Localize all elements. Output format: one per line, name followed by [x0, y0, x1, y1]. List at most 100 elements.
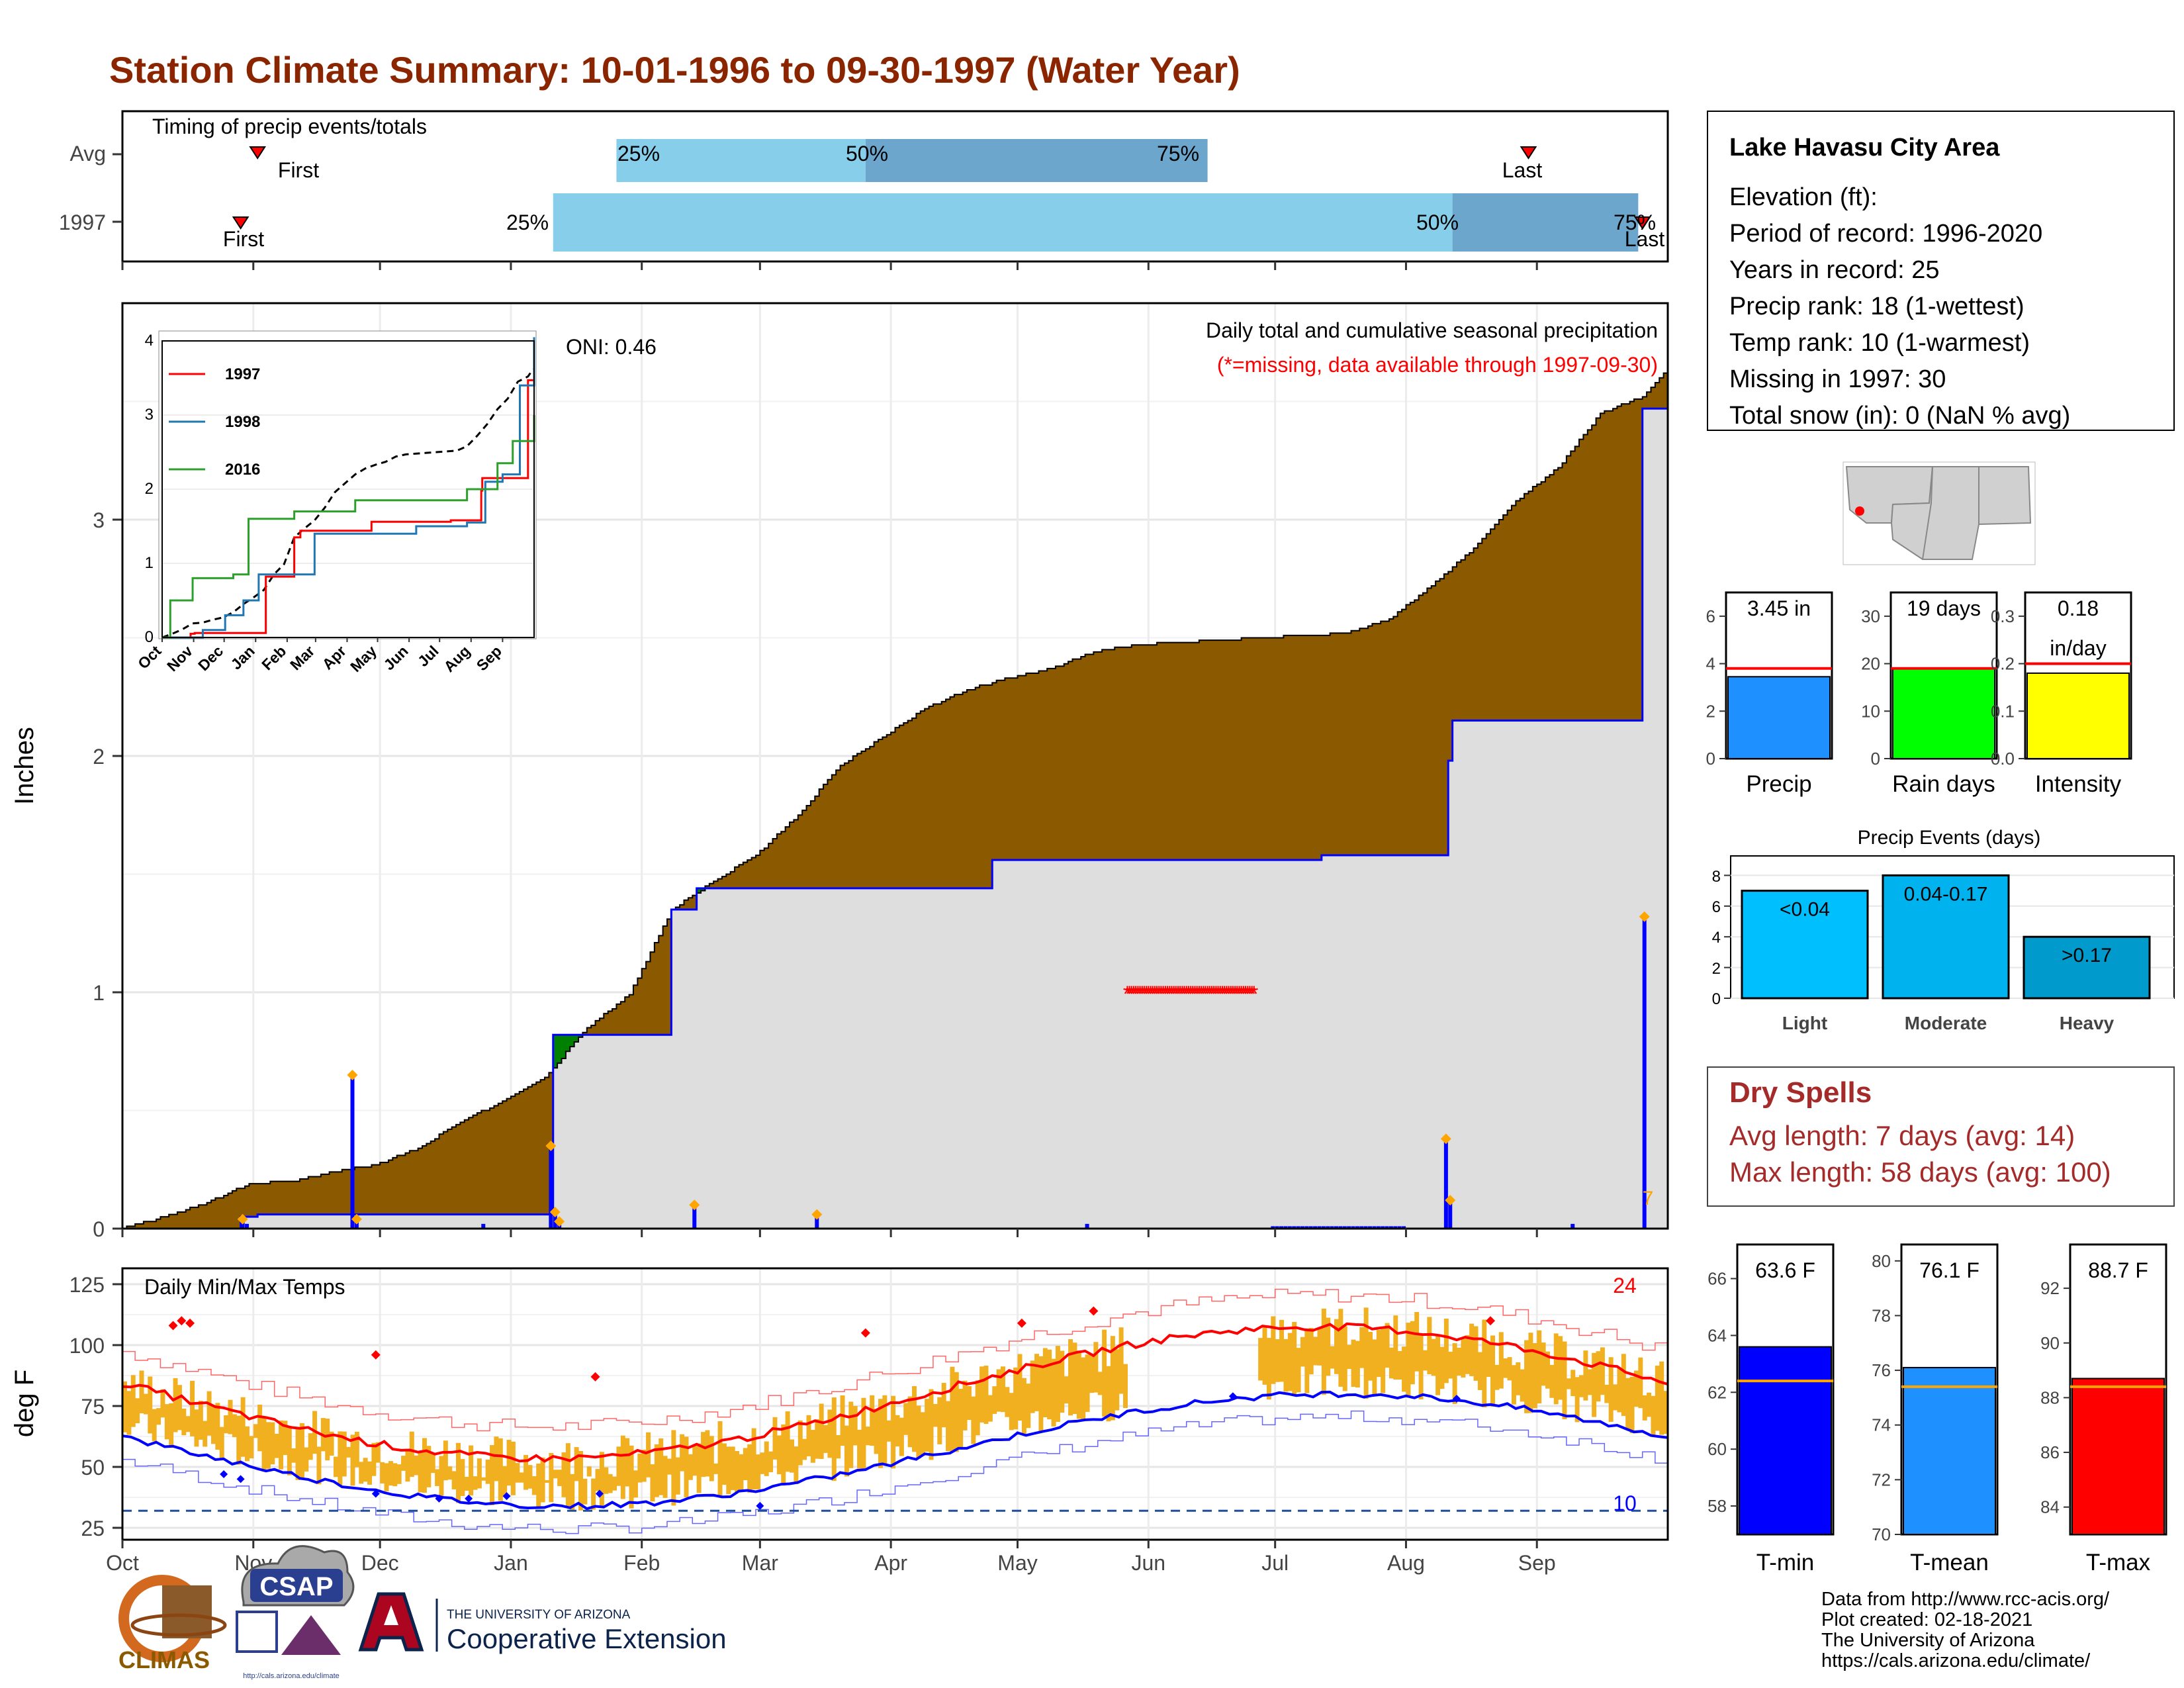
tbar-value-2: 88.7 F [2088, 1258, 2148, 1282]
daily-precip-bar-282 [1313, 1226, 1318, 1229]
mini-value2-2: in/day [2050, 636, 2106, 660]
temp-range-day-286 [1330, 1346, 1335, 1369]
temp-range-day-1 [126, 1391, 132, 1435]
temp-range-day-65 [396, 1464, 402, 1484]
temp-ytick-75: 75 [81, 1395, 105, 1419]
cumulative-diff-day-201 [971, 690, 976, 888]
cumulative-diff-day-11 [169, 1214, 174, 1229]
cumulative-diff-day-358 [1633, 399, 1639, 721]
cumulative-diff-day-91 [506, 1098, 512, 1215]
tbar-ticklabel-2-2: 88 [2040, 1387, 2060, 1407]
cumulative-diff-day-315 [1452, 567, 1457, 721]
cumulative-diff-day-119 [625, 997, 630, 1035]
avg-p50-label: 50% [846, 142, 888, 165]
cumulative-diff-day-216 [1034, 673, 1040, 861]
cumulative-diff-day-205 [987, 684, 993, 888]
missing-marker-256: * [1199, 982, 1208, 1007]
cumulative-diff-day-7 [152, 1221, 157, 1229]
temp-ytick-125: 125 [69, 1273, 105, 1297]
cumulative-diff-day-10 [164, 1217, 169, 1229]
record-low-marker-2 [371, 1489, 380, 1498]
temp-range-day-66 [401, 1456, 406, 1471]
temp-range-day-150 [755, 1454, 760, 1489]
missing-marker-265.5: * [1239, 982, 1248, 1007]
temp-range-day-297 [1376, 1329, 1381, 1378]
cumulative-diff-day-166 [823, 784, 829, 888]
temp-range-day-215 [1030, 1360, 1035, 1413]
temp-range-day-197 [954, 1372, 959, 1452]
daily-precip-bar-273 [1275, 1226, 1279, 1229]
temp-range-day-307 [1418, 1335, 1424, 1399]
temp-range-day-67 [405, 1450, 410, 1482]
cumulative-diff-day-73 [430, 1141, 435, 1215]
daily-precip-bar-298 [1381, 1226, 1385, 1229]
cumulative-diff-day-36 [274, 1181, 279, 1215]
cumulative-diff-day-29 [245, 1186, 250, 1217]
daily-precip-marker-164 [811, 1209, 823, 1220]
temp-normal-min-line [122, 1390, 1668, 1511]
cumulative-diff-day-75 [439, 1134, 444, 1215]
cumulative-diff-day-268 [1253, 637, 1259, 861]
cumulative-diff-day-135 [692, 895, 698, 910]
cumulative-diff-day-286 [1330, 633, 1335, 855]
temp-range-day-154 [772, 1417, 778, 1460]
tbar-bar-2 [2071, 1378, 2165, 1535]
temp-range-day-226 [1076, 1350, 1081, 1419]
record-high-marker-0 [168, 1321, 178, 1331]
daily-precip-marker-360 [1639, 911, 1650, 922]
temp-range-day-79 [456, 1442, 461, 1503]
cumulative-diff-day-339 [1553, 470, 1559, 721]
cumulative-diff-day-162 [806, 805, 811, 888]
tbar-label-0: T-min [1756, 1550, 1815, 1575]
temp-range-day-326 [1498, 1332, 1504, 1389]
temp-range-day-189 [920, 1412, 925, 1456]
temp-range-day-359 [1638, 1357, 1643, 1409]
temp-range-day-309 [1427, 1317, 1432, 1374]
temp-range-day-155 [776, 1435, 782, 1475]
cumulative-diff-day-155 [776, 833, 782, 888]
cumulative-diff-day-262 [1228, 640, 1234, 861]
temp-range-day-107 [574, 1447, 579, 1481]
temp-range-day-329 [1511, 1365, 1516, 1405]
temp-range-day-135 [692, 1444, 698, 1476]
temp-range-day-63 [388, 1461, 393, 1486]
mini-ticklabel-2-2: 0.2 [1991, 654, 2015, 674]
temp-range-day-19 [203, 1421, 208, 1447]
temp-ytick-50: 50 [81, 1456, 105, 1479]
cumulative-diff-day-326 [1498, 520, 1504, 721]
cumulative-diff-day-126 [654, 943, 660, 1035]
temp-range-day-105 [565, 1443, 570, 1508]
temp-range-day-310 [1431, 1338, 1436, 1376]
missing-marker-262: * [1224, 982, 1233, 1007]
daily-precip-bar-290 [1347, 1226, 1351, 1229]
temp-range-day-143 [726, 1446, 731, 1495]
cumulative-diff-day-156 [781, 831, 786, 888]
precip-panel: ****************************************… [10, 302, 1669, 1241]
temp-range-day-323 [1486, 1343, 1491, 1377]
temp-range-day-185 [903, 1403, 909, 1435]
daily-precip-bar-294 [1363, 1226, 1368, 1229]
cumulative-diff-day-140 [713, 881, 719, 888]
temp-range-day-123 [641, 1449, 647, 1482]
cumulative-diff-day-85 [481, 1110, 486, 1215]
cumulative-diff-day-147 [743, 862, 749, 888]
cumulative-diff-day-328 [1507, 510, 1512, 721]
cumulative-diff-day-350 [1600, 413, 1606, 721]
temp-range-day-26 [232, 1414, 237, 1438]
month-label-aug: Aug [1387, 1551, 1425, 1575]
cumulative-diff-day-318 [1465, 555, 1470, 721]
temp-ylabel: deg F [10, 1370, 39, 1437]
cumulative-diff-day-40 [291, 1181, 296, 1215]
daily-precip-bar-301 [1393, 1226, 1398, 1229]
cumulative-diff-day-285 [1326, 635, 1331, 855]
temp-range-day-88 [494, 1436, 499, 1481]
temp-range-day-282 [1313, 1336, 1318, 1366]
cumulative-diff-day-281 [1308, 635, 1314, 861]
temp-range-day-136 [696, 1443, 702, 1493]
daily-precip-bar-276 [1287, 1226, 1292, 1229]
temp-range-day-279 [1300, 1336, 1305, 1367]
temp-range-day-147 [743, 1448, 748, 1481]
temperature-bar-charts: 63.6 F 58 60 62 64 66 T-min 76.1 F 70 72 74 76 78 80 T… [1707, 1243, 2167, 1575]
missing-marker-259: * [1212, 982, 1220, 1007]
daily-precip-bar-85 [481, 1223, 486, 1229]
